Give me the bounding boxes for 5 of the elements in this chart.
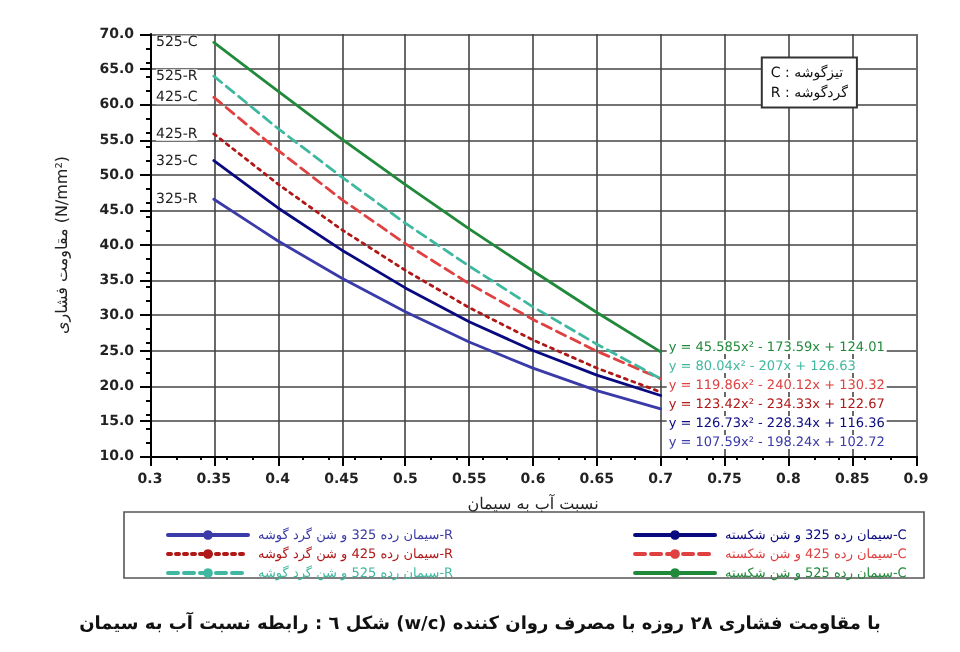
y-axis-title: مقاومت فشاری (N/mm²) (53, 155, 71, 335)
line-series (212, 41, 663, 354)
line-series (212, 197, 663, 411)
text: شکل ٦ : رابطه نسبت آب به سیمان (w/c) با مقاومت فشاری ٢٨ روزه با مصرف روان کننده (79, 611, 881, 635)
x-axis-title: نسبت آب به سیمان (467, 492, 599, 513)
